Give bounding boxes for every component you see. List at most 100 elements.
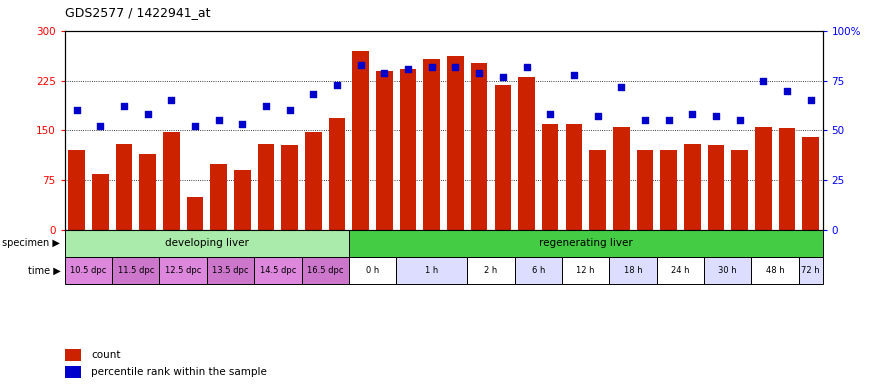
Bar xyxy=(637,150,654,230)
Text: 30 h: 30 h xyxy=(718,266,737,275)
Bar xyxy=(565,124,582,230)
Point xyxy=(803,98,817,104)
Bar xyxy=(589,150,605,230)
Point xyxy=(614,83,628,89)
Bar xyxy=(65,257,112,284)
Bar xyxy=(65,349,81,361)
Bar xyxy=(799,257,822,284)
Bar xyxy=(684,144,701,230)
Point xyxy=(567,71,581,78)
Bar xyxy=(349,257,396,284)
Text: 12 h: 12 h xyxy=(577,266,595,275)
Point xyxy=(141,111,155,118)
Text: regenerating liver: regenerating liver xyxy=(539,238,633,248)
Point xyxy=(543,111,557,118)
Bar xyxy=(562,257,609,284)
Text: 18 h: 18 h xyxy=(624,266,642,275)
Bar xyxy=(349,230,822,257)
Point xyxy=(330,81,344,88)
Bar xyxy=(396,257,467,284)
Text: 72 h: 72 h xyxy=(802,266,820,275)
Point xyxy=(377,70,391,76)
Point xyxy=(473,70,487,76)
Bar xyxy=(708,145,724,230)
Text: percentile rank within the sample: percentile rank within the sample xyxy=(91,367,267,377)
Bar xyxy=(210,164,227,230)
Bar xyxy=(353,51,369,230)
Point xyxy=(283,108,297,114)
Point xyxy=(354,61,367,68)
Bar xyxy=(424,59,440,230)
Bar xyxy=(68,150,85,230)
Point xyxy=(401,66,415,72)
Text: time ▶: time ▶ xyxy=(28,265,60,275)
Bar xyxy=(609,257,657,284)
Text: specimen ▶: specimen ▶ xyxy=(3,238,60,248)
Bar xyxy=(657,257,704,284)
Point xyxy=(306,91,320,98)
Bar xyxy=(661,150,677,230)
Text: 13.5 dpc: 13.5 dpc xyxy=(213,266,248,275)
Point xyxy=(496,73,510,79)
Point xyxy=(94,123,108,129)
Bar xyxy=(258,144,275,230)
Bar xyxy=(400,69,416,230)
Bar xyxy=(206,257,255,284)
Point xyxy=(756,78,770,84)
Text: 1 h: 1 h xyxy=(425,266,438,275)
Bar xyxy=(282,145,298,230)
Bar xyxy=(159,257,206,284)
Bar xyxy=(755,127,772,230)
Bar xyxy=(376,71,393,230)
Bar xyxy=(255,257,302,284)
Bar xyxy=(65,366,81,378)
Bar xyxy=(65,230,349,257)
Point xyxy=(638,118,652,124)
Text: 2 h: 2 h xyxy=(485,266,498,275)
Bar xyxy=(802,137,819,230)
Bar xyxy=(234,170,250,230)
Bar xyxy=(116,144,132,230)
Point xyxy=(188,123,202,129)
Point xyxy=(780,88,794,94)
Bar xyxy=(612,127,629,230)
Text: 48 h: 48 h xyxy=(766,266,785,275)
Text: 24 h: 24 h xyxy=(671,266,690,275)
Bar xyxy=(305,132,322,230)
Text: 14.5 dpc: 14.5 dpc xyxy=(260,266,296,275)
Text: 12.5 dpc: 12.5 dpc xyxy=(165,266,201,275)
Point xyxy=(212,118,226,124)
Bar xyxy=(163,132,179,230)
Text: count: count xyxy=(91,350,121,360)
Bar xyxy=(704,257,752,284)
Text: 0 h: 0 h xyxy=(366,266,379,275)
Point xyxy=(591,113,605,119)
Text: 10.5 dpc: 10.5 dpc xyxy=(70,266,107,275)
Bar xyxy=(186,197,203,230)
Point xyxy=(259,103,273,109)
Text: 11.5 dpc: 11.5 dpc xyxy=(117,266,154,275)
Bar xyxy=(447,56,464,230)
Bar xyxy=(329,118,346,230)
Point xyxy=(449,63,463,70)
Text: 16.5 dpc: 16.5 dpc xyxy=(307,266,344,275)
Bar xyxy=(542,124,558,230)
Bar xyxy=(471,63,487,230)
Point xyxy=(732,118,746,124)
Bar xyxy=(779,128,795,230)
Bar xyxy=(139,154,156,230)
Text: GDS2577 / 1422941_at: GDS2577 / 1422941_at xyxy=(65,6,210,19)
Point xyxy=(424,63,438,70)
Point xyxy=(662,118,676,124)
Bar xyxy=(518,77,535,230)
Bar xyxy=(752,257,799,284)
Point xyxy=(520,63,534,70)
Bar xyxy=(732,150,748,230)
Point xyxy=(709,113,723,119)
Point xyxy=(235,121,249,127)
Text: 6 h: 6 h xyxy=(532,266,545,275)
Point xyxy=(685,111,699,118)
Point xyxy=(164,98,178,104)
Bar xyxy=(112,257,159,284)
Bar xyxy=(302,257,349,284)
